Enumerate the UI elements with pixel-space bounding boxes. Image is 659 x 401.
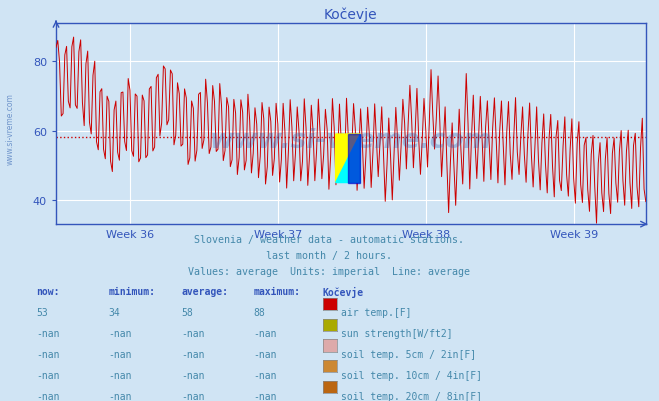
Text: www.si-vreme.com: www.si-vreme.com	[5, 93, 14, 164]
Text: air temp.[F]: air temp.[F]	[341, 308, 412, 318]
Text: -nan: -nan	[36, 349, 60, 359]
Text: -nan: -nan	[109, 349, 132, 359]
Text: -nan: -nan	[254, 328, 277, 338]
Polygon shape	[335, 135, 360, 183]
Polygon shape	[348, 135, 360, 183]
Polygon shape	[335, 135, 360, 183]
Text: Slovenia / weather data - automatic stations.: Slovenia / weather data - automatic stat…	[194, 235, 465, 245]
Text: -nan: -nan	[36, 328, 60, 338]
Text: soil temp. 5cm / 2in[F]: soil temp. 5cm / 2in[F]	[341, 349, 476, 359]
Text: minimum:: minimum:	[109, 287, 156, 297]
Text: now:: now:	[36, 287, 60, 297]
Text: -nan: -nan	[109, 328, 132, 338]
Text: last month / 2 hours.: last month / 2 hours.	[266, 251, 393, 261]
Text: -nan: -nan	[181, 328, 205, 338]
Text: -nan: -nan	[254, 349, 277, 359]
Text: Values: average  Units: imperial  Line: average: Values: average Units: imperial Line: av…	[188, 267, 471, 277]
Text: -nan: -nan	[109, 370, 132, 380]
Text: -nan: -nan	[181, 391, 205, 401]
Text: 34: 34	[109, 308, 121, 318]
Text: soil temp. 20cm / 8in[F]: soil temp. 20cm / 8in[F]	[341, 391, 482, 401]
Text: -nan: -nan	[254, 391, 277, 401]
Text: -nan: -nan	[36, 391, 60, 401]
Text: 58: 58	[181, 308, 193, 318]
Text: sun strength[W/ft2]: sun strength[W/ft2]	[341, 328, 453, 338]
Text: Kočevje: Kočevje	[323, 287, 364, 298]
Text: -nan: -nan	[181, 349, 205, 359]
Text: -nan: -nan	[254, 370, 277, 380]
Text: www.si-vreme.com: www.si-vreme.com	[210, 128, 492, 153]
Text: soil temp. 10cm / 4in[F]: soil temp. 10cm / 4in[F]	[341, 370, 482, 380]
Text: 53: 53	[36, 308, 48, 318]
Text: 88: 88	[254, 308, 266, 318]
Text: maximum:: maximum:	[254, 287, 301, 297]
Text: -nan: -nan	[109, 391, 132, 401]
Text: average:: average:	[181, 287, 228, 297]
Title: Kočevje: Kočevje	[324, 7, 378, 22]
Text: -nan: -nan	[181, 370, 205, 380]
Text: -nan: -nan	[36, 370, 60, 380]
